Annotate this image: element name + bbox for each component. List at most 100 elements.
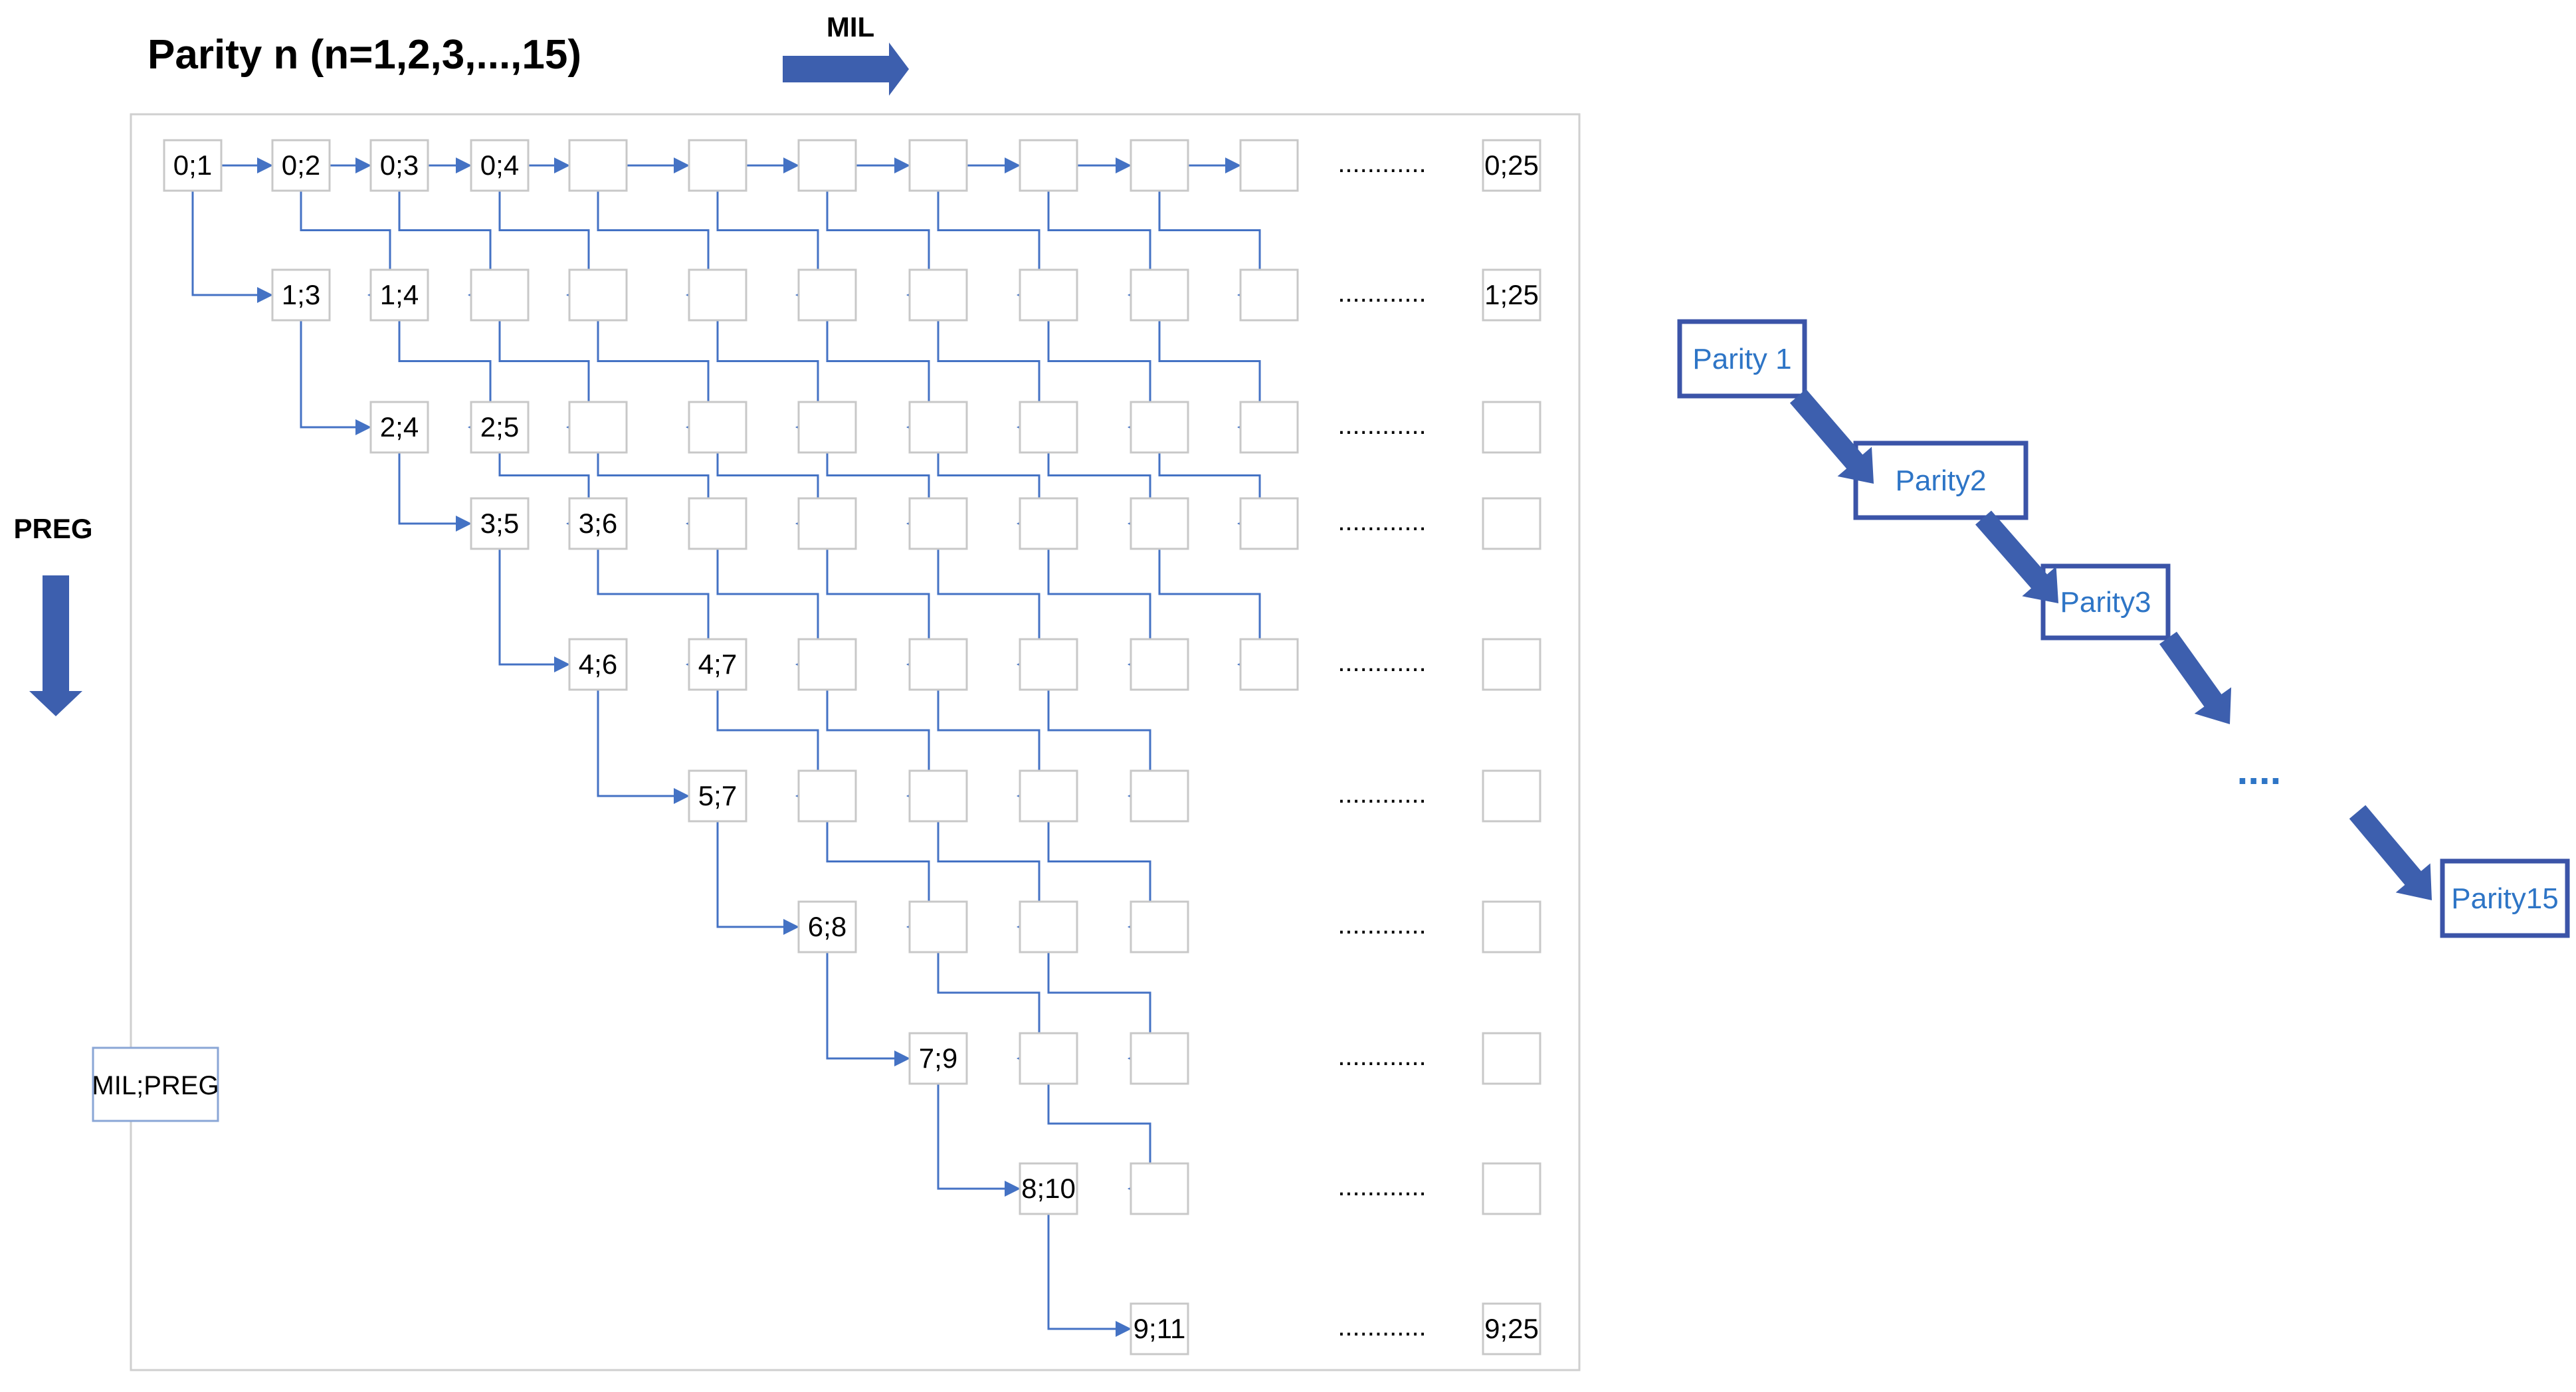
cell-r3-c6	[1130, 497, 1189, 550]
cell-r0-c8-box	[1019, 139, 1078, 192]
cell-r3-c3	[797, 497, 857, 550]
cell-r1-c9	[1239, 268, 1299, 322]
cell-r4-c6-box	[1239, 638, 1299, 691]
cell-r1-c4	[688, 268, 747, 322]
row-8-end-cell-box	[1482, 1162, 1541, 1215]
row-1-end-cell: 1;25	[1482, 268, 1541, 322]
cell-r4-c1-box	[688, 638, 747, 691]
preg-arrow-shape	[29, 575, 82, 716]
cell-r1-c7	[1019, 268, 1078, 322]
cell-r7-c0-label: 7;9	[919, 1043, 957, 1074]
conn-diag-r1	[300, 320, 371, 435]
cell-r1-c5	[797, 268, 857, 322]
cell-r5-c4	[1130, 769, 1189, 823]
grid-cells: 0;1 0;2 0;3 0;4............ 0;25 1;3 1;4......…	[163, 139, 1541, 1355]
cell-r6-c0-box	[797, 900, 857, 953]
cell-r5-c1-box	[797, 769, 857, 823]
cell-r3-c7	[1239, 497, 1299, 550]
legend-box: MIL;PREG	[92, 1046, 219, 1122]
parity-box-0-label: Parity 1	[1692, 343, 1791, 375]
row-3-end-cell-box	[1482, 497, 1541, 550]
cell-r5-c2-box	[908, 769, 968, 823]
cell-r3-c4	[908, 497, 968, 550]
cell-r3-c2-box	[688, 497, 747, 550]
cell-r5-c2	[908, 769, 968, 823]
row-9-end-cell-label: 9;25	[1484, 1313, 1539, 1344]
cell-r9-c0: 9;11	[1130, 1302, 1189, 1355]
row-8-ellipsis: ............	[1338, 1172, 1426, 1201]
cell-r1-c6	[908, 268, 968, 322]
row-9-end-cell: 9;25	[1482, 1302, 1541, 1355]
row-3-ellipsis: ............	[1338, 507, 1426, 536]
cell-r1-c1-label: 1;4	[380, 279, 419, 310]
cell-r2-c1-label: 2;5	[480, 411, 519, 443]
row-5-end-cell	[1482, 769, 1541, 823]
cell-r3-c0-label: 3;5	[480, 508, 519, 539]
cell-r8-c0-label: 8;10	[1021, 1173, 1076, 1204]
cell-r4-c0-box	[568, 638, 628, 691]
parity-arrow-0	[1789, 389, 1874, 484]
row-5-end-cell-box	[1482, 769, 1541, 823]
row-4-ellipsis: ............	[1338, 648, 1426, 677]
parity-box-1-label: Parity2	[1896, 464, 1987, 497]
cell-r4-c4	[1019, 638, 1078, 691]
cell-r3-c0: 3;5	[470, 497, 530, 550]
row-0-end-cell: 0;25	[1482, 139, 1541, 192]
row-2-end-cell	[1482, 401, 1541, 454]
conn-diag-r5	[716, 821, 799, 935]
cell-r7-c0: 7;9	[908, 1032, 968, 1085]
cell-r0-c6	[797, 139, 857, 192]
row-8-end-cell	[1482, 1162, 1541, 1215]
row-4-end-cell-box	[1482, 638, 1541, 691]
cell-r0-c10	[1239, 139, 1299, 192]
row-7-end-cell	[1482, 1032, 1541, 1085]
cell-r0-c1-box	[271, 139, 331, 192]
cell-r1-c0: 1;3	[271, 268, 331, 322]
cell-r1-c0-box	[271, 268, 331, 322]
cell-r2-c2-box	[568, 401, 628, 454]
cell-r0-c5	[688, 139, 747, 192]
row-5-ellipsis: ............	[1338, 779, 1426, 809]
cell-r2-c2	[568, 401, 628, 454]
cell-r0-c7-box	[908, 139, 968, 192]
cell-r5-c1	[797, 769, 857, 823]
cell-r7-c1-box	[1019, 1032, 1078, 1085]
cell-r3-c3-box	[797, 497, 857, 550]
cell-r5-c0: 5;7	[688, 769, 747, 823]
row-4-end-cell	[1482, 638, 1541, 691]
conn-diag-r4	[597, 690, 690, 804]
cell-r3-c1: 3;6	[568, 497, 628, 550]
cell-r0-c3: 0;4	[470, 139, 530, 192]
cell-r4-c5-box	[1130, 638, 1189, 691]
cell-r0-c3-label: 0;4	[480, 149, 519, 181]
cell-r1-c1: 1;4	[369, 268, 429, 322]
row-9-end-cell-box	[1482, 1302, 1541, 1355]
cell-r1-c0-label: 1;3	[282, 279, 320, 310]
cell-r7-c1	[1019, 1032, 1078, 1085]
cell-r3-c5	[1019, 497, 1078, 550]
row-0-end-cell-box	[1482, 139, 1541, 192]
parity-arrow-2	[2159, 631, 2232, 724]
row-0-end-cell-label: 0;25	[1484, 149, 1539, 181]
cell-r5-c4-box	[1130, 769, 1189, 823]
preg-label: PREG	[13, 513, 92, 544]
cell-r4-c2-box	[797, 638, 857, 691]
cell-r2-c8-box	[1239, 401, 1299, 454]
cell-r8-c1-box	[1130, 1162, 1189, 1215]
conn-diag-r7	[937, 1084, 1021, 1197]
row-9-ellipsis: ............	[1338, 1312, 1426, 1342]
cell-r2-c1-box	[470, 401, 530, 454]
cell-r8-c0: 8;10	[1019, 1162, 1078, 1215]
parity-box-2: Parity3	[2040, 563, 2171, 641]
cell-r6-c1	[908, 900, 968, 953]
parity-box-0: Parity 1	[1677, 319, 1807, 399]
cell-r0-c8	[1019, 139, 1078, 192]
cell-r5-c0-box	[688, 769, 747, 823]
cell-r5-c3-box	[1019, 769, 1078, 823]
cell-r4-c0: 4;6	[568, 638, 628, 691]
row-2-end-cell-box	[1482, 401, 1541, 454]
parity-box-1: Parity2	[1853, 441, 2029, 520]
cell-r1-c6-box	[908, 268, 968, 322]
parity-box-3-rect	[2440, 858, 2570, 938]
cell-r2-c4-box	[797, 401, 857, 454]
